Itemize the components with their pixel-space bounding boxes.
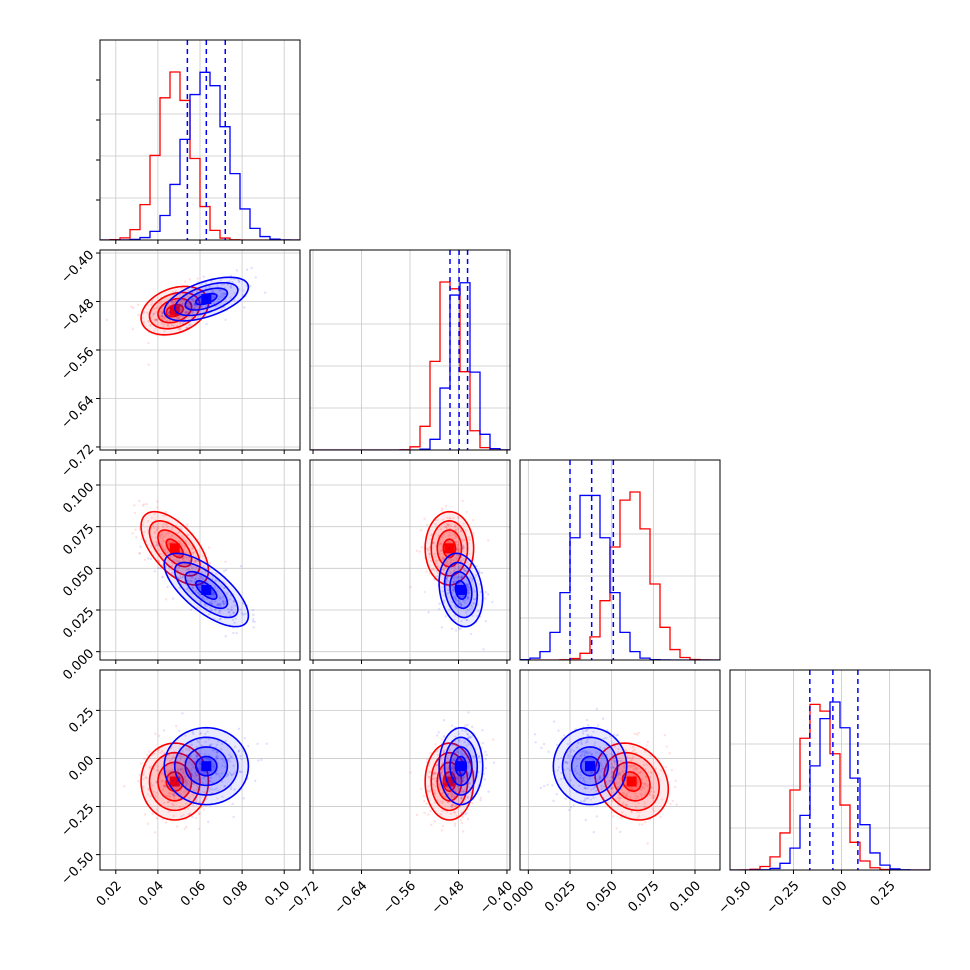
y-tick-label-3-2: 0.00 [66, 753, 97, 784]
x-tick-label-1-0: −0.72 [283, 878, 322, 917]
density-peak-blue-2-0 [201, 585, 212, 595]
density-peak-red-3-2 [626, 776, 637, 787]
x-tick-label-0-1: 0.04 [136, 878, 167, 909]
panel-3-1 [310, 670, 510, 870]
density-peak-red-3-1 [444, 776, 455, 787]
x-tick-label-1-3: −0.48 [429, 878, 468, 917]
y-tick-label-2-4: 0.100 [60, 480, 97, 517]
panel-3-3 [730, 670, 930, 870]
density-peak-red-2-0 [169, 543, 180, 554]
x-tick-label-2-2: 0.050 [584, 878, 621, 915]
x-tick-label-3-2: 0.00 [820, 878, 851, 909]
x-tick-label-1-2: −0.56 [380, 878, 419, 917]
density-peak-blue-3-2 [585, 761, 595, 772]
y-tick-label-2-3: 0.075 [60, 521, 97, 558]
density-peak-blue-3-0 [201, 761, 212, 772]
panel-1-0 [100, 250, 300, 450]
y-tick-label-1-4: −0.40 [59, 248, 98, 287]
histogram-blue-1 [310, 282, 510, 450]
x-tick-label-3-1: −0.25 [764, 878, 803, 917]
density-peak-red-3-0 [169, 776, 180, 787]
y-tick-label-3-3: 0.25 [66, 705, 97, 736]
y-tick-label-2-0: 0.000 [60, 646, 97, 683]
y-tick-label-2-1: 0.025 [60, 605, 97, 642]
x-tick-label-0-0: 0.02 [94, 878, 125, 909]
panel-frame-2-2 [519, 459, 721, 661]
density-peak-red-2-1 [444, 543, 455, 554]
x-tick-label-0-3: 0.08 [220, 878, 251, 909]
panel-frame-3-3 [729, 669, 931, 871]
density-peak-blue-1-0 [201, 294, 212, 305]
y-tick-label-1-0: −0.72 [59, 442, 98, 481]
panel-frame-3-2 [519, 669, 721, 871]
histogram-red-3 [730, 703, 930, 870]
y-tick-label-3-1: −0.25 [59, 801, 98, 840]
x-tick-label-3-3: 0.25 [868, 878, 899, 909]
panel-2-0 [100, 460, 300, 660]
y-tick-label-1-3: −0.48 [59, 296, 98, 335]
y-tick-label-1-2: −0.56 [59, 345, 98, 384]
x-tick-label-2-3: 0.075 [625, 878, 662, 915]
x-tick-label-2-1: 0.025 [542, 878, 579, 915]
panel-1-1 [310, 250, 510, 450]
y-tick-label-3-0: −0.50 [59, 849, 98, 888]
density-peak-blue-2-1 [455, 585, 466, 595]
x-tick-label-1-1: −0.64 [332, 878, 371, 917]
panel-2-1 [310, 460, 510, 660]
y-tick-label-1-1: −0.64 [59, 393, 98, 432]
histogram-red-1 [310, 281, 510, 450]
x-tick-label-3-0: −0.50 [716, 878, 755, 917]
panel-0-0 [100, 40, 300, 240]
density-peak-blue-3-1 [455, 761, 466, 772]
panel-3-2 [520, 670, 720, 870]
panel-3-0 [100, 670, 300, 870]
x-tick-label-2-4: 0.100 [667, 878, 704, 915]
x-tick-label-0-2: 0.06 [178, 878, 209, 909]
panel-2-2 [520, 460, 720, 660]
y-tick-label-2-2: 0.050 [60, 563, 97, 600]
